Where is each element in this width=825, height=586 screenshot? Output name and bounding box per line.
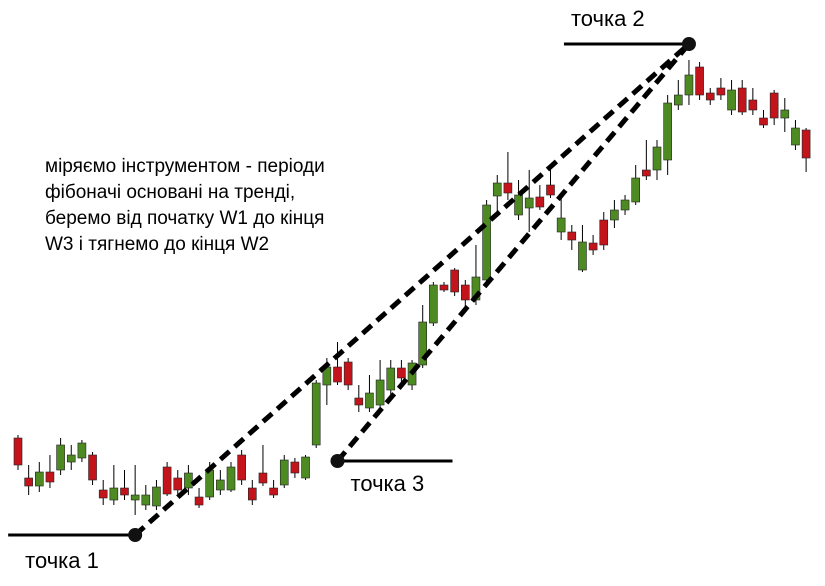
candle-body bbox=[482, 204, 491, 281]
candle-body bbox=[652, 146, 662, 171]
candle-body bbox=[769, 92, 779, 119]
candle-body bbox=[418, 321, 428, 366]
candle-body bbox=[514, 194, 523, 216]
candle-body bbox=[354, 397, 364, 406]
candle-body bbox=[780, 109, 790, 119]
candle-body bbox=[397, 367, 406, 379]
point-label: точка 2 bbox=[571, 6, 645, 31]
candle-body bbox=[546, 184, 555, 196]
candle-body bbox=[588, 242, 598, 251]
candle-body bbox=[237, 454, 246, 481]
candle-body bbox=[216, 479, 225, 491]
candle-body bbox=[524, 197, 534, 209]
candle-body bbox=[375, 379, 385, 406]
candle-body bbox=[258, 472, 268, 484]
candle-body bbox=[492, 182, 502, 197]
candle-body bbox=[98, 489, 108, 499]
candle-body bbox=[45, 471, 55, 483]
candle-body bbox=[556, 217, 566, 233]
candle-body bbox=[173, 477, 183, 491]
candle-body bbox=[673, 94, 683, 106]
annotation-line: беремо від початку W1 до кінця bbox=[45, 208, 324, 229]
candle-body bbox=[34, 471, 44, 487]
point-label: точка 1 bbox=[25, 548, 99, 573]
candle-body bbox=[141, 494, 151, 506]
candle-body bbox=[162, 466, 172, 495]
candle-body bbox=[535, 196, 545, 208]
candle-body bbox=[663, 102, 672, 161]
annotation-line: фібоначі основані на тренді, bbox=[45, 182, 295, 203]
candle-body bbox=[194, 496, 204, 506]
point-marker bbox=[128, 528, 143, 542]
point-label: точка 3 bbox=[351, 471, 425, 496]
candle-body bbox=[365, 392, 374, 409]
candle-body bbox=[631, 177, 641, 203]
candle-body bbox=[737, 87, 747, 113]
candle-body bbox=[801, 129, 811, 159]
candle-body bbox=[578, 241, 587, 271]
trend-line bbox=[335, 42, 691, 463]
candle-body bbox=[599, 219, 609, 246]
candle-body bbox=[248, 487, 257, 501]
candle-body bbox=[460, 284, 470, 301]
candle-body bbox=[759, 117, 768, 126]
candle-body bbox=[66, 454, 76, 463]
point-marker bbox=[681, 37, 696, 51]
candle-body bbox=[56, 444, 65, 471]
candle-body bbox=[684, 74, 694, 96]
candle-body bbox=[77, 442, 87, 459]
candle-body bbox=[716, 87, 726, 96]
candle-body bbox=[13, 437, 23, 466]
annotation: міряємо інструментом - періоди фібоначі … bbox=[45, 156, 325, 255]
annotation-line: міряємо інструментом - періоди bbox=[45, 156, 325, 177]
candle-body bbox=[226, 466, 236, 491]
candle-body bbox=[748, 99, 758, 111]
candle-body bbox=[791, 127, 800, 146]
candle-body bbox=[184, 472, 193, 489]
candle-body bbox=[205, 469, 214, 498]
candle-body bbox=[24, 477, 33, 487]
trend-line bbox=[133, 42, 691, 537]
candle-body bbox=[301, 456, 310, 479]
candle-body bbox=[130, 494, 140, 501]
point-marker bbox=[330, 454, 345, 468]
annotation-line: W3 і тягнемо до кінця W2 bbox=[45, 234, 269, 255]
candle-body bbox=[109, 487, 119, 501]
candle-body bbox=[610, 209, 619, 221]
candle-body bbox=[439, 284, 449, 291]
candle-body bbox=[727, 89, 736, 111]
candle-body bbox=[333, 366, 342, 383]
candle-body bbox=[695, 66, 704, 96]
candle-body bbox=[503, 182, 513, 194]
candle-body bbox=[642, 169, 651, 177]
candle-body bbox=[120, 487, 129, 496]
candle-body bbox=[386, 367, 396, 391]
candle-body bbox=[705, 92, 715, 101]
candle-body bbox=[269, 487, 278, 496]
candle-body bbox=[279, 459, 289, 486]
candle-body bbox=[343, 361, 353, 386]
candle-body bbox=[450, 269, 459, 293]
candle-body bbox=[311, 382, 321, 446]
candle-body bbox=[88, 454, 97, 481]
candle-body bbox=[290, 461, 300, 474]
candle-body bbox=[567, 231, 577, 241]
candle-body bbox=[620, 199, 630, 211]
candle-body bbox=[152, 486, 161, 507]
candle-body bbox=[429, 284, 438, 324]
